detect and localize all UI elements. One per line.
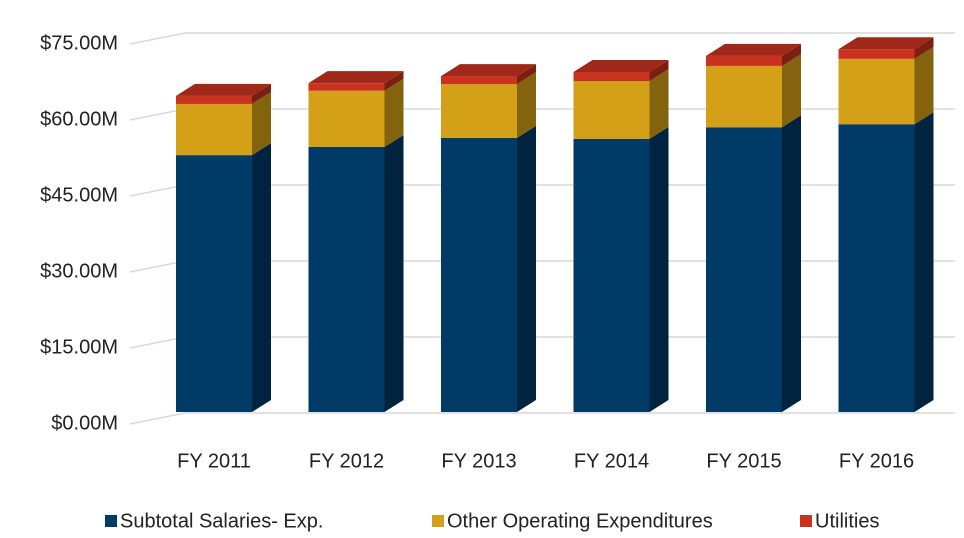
bar-top <box>838 37 934 50</box>
bar-side <box>782 43 801 66</box>
x-tick-label: FY 2015 <box>706 450 781 472</box>
bar-top <box>706 43 801 56</box>
bar-top <box>441 64 536 77</box>
legend-swatch <box>432 515 444 527</box>
bar-side <box>384 135 404 412</box>
x-tick-label: FY 2012 <box>309 450 384 472</box>
bar-top <box>176 83 271 96</box>
bar <box>838 124 915 413</box>
bar-side <box>517 125 536 412</box>
bar-side <box>252 143 271 412</box>
bar <box>441 84 517 138</box>
y-tick-label: $75.00M <box>40 32 118 54</box>
legend-swatch <box>800 515 812 527</box>
legend-label: Other Operating Expenditures <box>447 510 713 532</box>
x-tick-label: FY 2014 <box>574 450 649 472</box>
bar-top <box>573 60 669 73</box>
bar-side <box>914 112 934 413</box>
y-tick-label: $15.00M <box>40 336 118 358</box>
bar-side <box>649 126 669 412</box>
y-tick-label: $30.00M <box>40 260 118 282</box>
bar <box>573 72 650 82</box>
bar <box>176 155 252 412</box>
bar-side <box>649 60 669 82</box>
x-tick-label: FY 2011 <box>177 450 251 472</box>
legend-label: Utilities <box>815 510 879 532</box>
bar-side <box>384 78 404 148</box>
bar-side <box>914 46 934 125</box>
grid-line <box>129 412 955 425</box>
bar <box>706 55 782 66</box>
bar <box>573 138 650 412</box>
bar <box>176 95 252 104</box>
y-tick-label: $60.00M <box>40 108 118 130</box>
bar <box>838 49 915 59</box>
bar-side <box>649 69 669 139</box>
bar-side <box>782 53 801 128</box>
x-tick-label: FY 2016 <box>839 450 914 472</box>
bar <box>441 76 517 85</box>
bar <box>176 103 252 156</box>
bar-side <box>517 64 536 85</box>
bar-side <box>782 115 801 413</box>
y-tick-label: $0.00M <box>51 412 118 434</box>
x-tick-label: FY 2013 <box>441 450 516 472</box>
bar-side <box>914 37 934 59</box>
bar-side <box>252 91 271 156</box>
legend-swatch <box>105 515 117 527</box>
y-tick-label: $45.00M <box>40 184 118 206</box>
bar <box>308 90 385 148</box>
bar <box>706 65 782 128</box>
bar <box>441 137 517 413</box>
legend-label: Subtotal Salaries- Exp. <box>120 510 323 532</box>
bar-side <box>517 72 536 138</box>
bar <box>308 147 385 412</box>
bar <box>308 83 385 91</box>
bar <box>838 58 915 125</box>
bar-top <box>308 71 404 84</box>
bar-side <box>384 71 404 91</box>
bar <box>706 127 782 413</box>
grid-line <box>129 32 955 45</box>
bar-side <box>252 83 271 104</box>
bar <box>573 81 650 139</box>
